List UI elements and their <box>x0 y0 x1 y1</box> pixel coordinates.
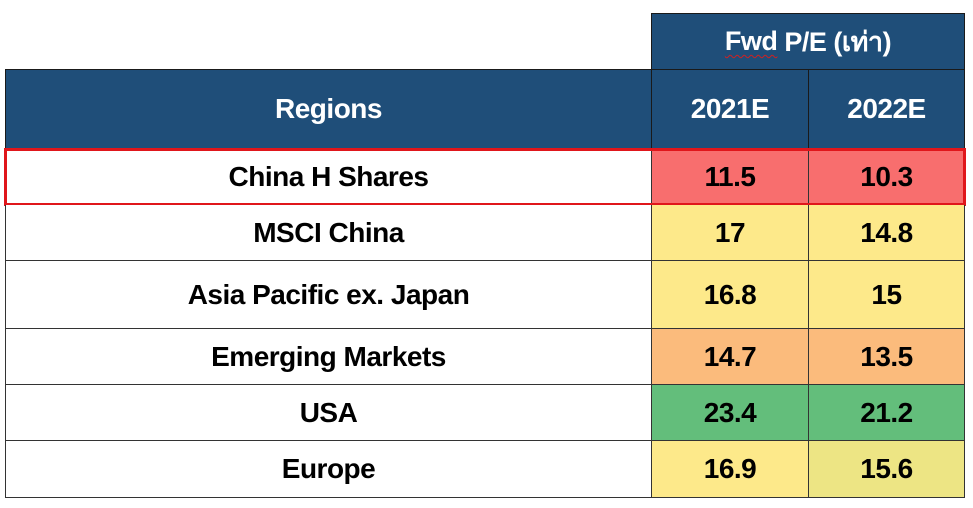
region-cell-text: China H Shares <box>228 160 429 192</box>
value-2021-cell-text: 16.9 <box>703 453 757 484</box>
value-2021-cell-text: 17 <box>714 216 746 248</box>
region-cell-text: Asia Pacific ex. Japan <box>187 278 470 310</box>
value-2022-cell: 15 <box>808 261 965 329</box>
region-cell: Asia Pacific ex. Japan <box>5 261 652 329</box>
year-2022-header: 2022E <box>808 69 965 149</box>
value-2021-cell: 14.7 <box>651 329 809 385</box>
region-cell: Europe <box>5 441 652 498</box>
region-cell: Emerging Markets <box>5 329 652 385</box>
value-2021-cell-text: 16.8 <box>703 278 757 310</box>
value-2021-cell: 17 <box>651 205 809 261</box>
value-2022-cell-text: 13.5 <box>860 340 913 372</box>
value-2022-cell: 10.3 <box>808 149 965 205</box>
value-2022-cell: 15.6 <box>808 441 965 498</box>
value-2022-cell-text: 14.8 <box>860 216 913 248</box>
year-2021-header: 2021E <box>651 69 809 149</box>
value-2021-cell: 16.9 <box>651 441 809 498</box>
value-2021-cell: 16.8 <box>651 261 809 329</box>
value-2022-cell: 14.8 <box>808 205 965 261</box>
region-cell-text: Emerging Markets <box>211 340 446 372</box>
value-2021-cell-text: 11.5 <box>704 160 756 192</box>
fwd-pe-group-header: Fwd P/E (เท่า) <box>651 13 965 70</box>
value-2022-cell: 13.5 <box>808 329 965 385</box>
region-cell: China H Shares <box>5 149 652 205</box>
value-2022-cell-text: 10.3 <box>860 160 913 192</box>
region-cell: MSCI China <box>5 205 652 261</box>
value-2022-cell-text: 15 <box>871 278 902 310</box>
fwd-pe-label-fwd: Fwd <box>724 26 778 56</box>
value-2021-cell-text: 14.7 <box>703 340 757 372</box>
region-cell-text: Europe <box>281 453 376 484</box>
region-cell-text: USA <box>299 396 358 428</box>
value-2021-cell: 11.5 <box>651 149 809 205</box>
value-2021-cell: 23.4 <box>651 385 809 441</box>
value-2022-cell: 21.2 <box>808 385 965 441</box>
region-cell: USA <box>5 385 652 441</box>
year-2021-header-label: 2021E <box>690 93 770 124</box>
value-2022-cell-text: 15.6 <box>860 453 913 484</box>
value-2022-cell-text: 21.2 <box>860 396 913 428</box>
fwd-pe-label-rest: P/E (เท่า) <box>777 27 892 57</box>
regions-header-label: Regions <box>275 93 382 124</box>
value-2021-cell-text: 23.4 <box>703 396 757 428</box>
year-2022-header-label: 2022E <box>847 93 926 124</box>
region-cell-text: MSCI China <box>253 216 404 248</box>
regions-header: Regions <box>5 69 652 149</box>
